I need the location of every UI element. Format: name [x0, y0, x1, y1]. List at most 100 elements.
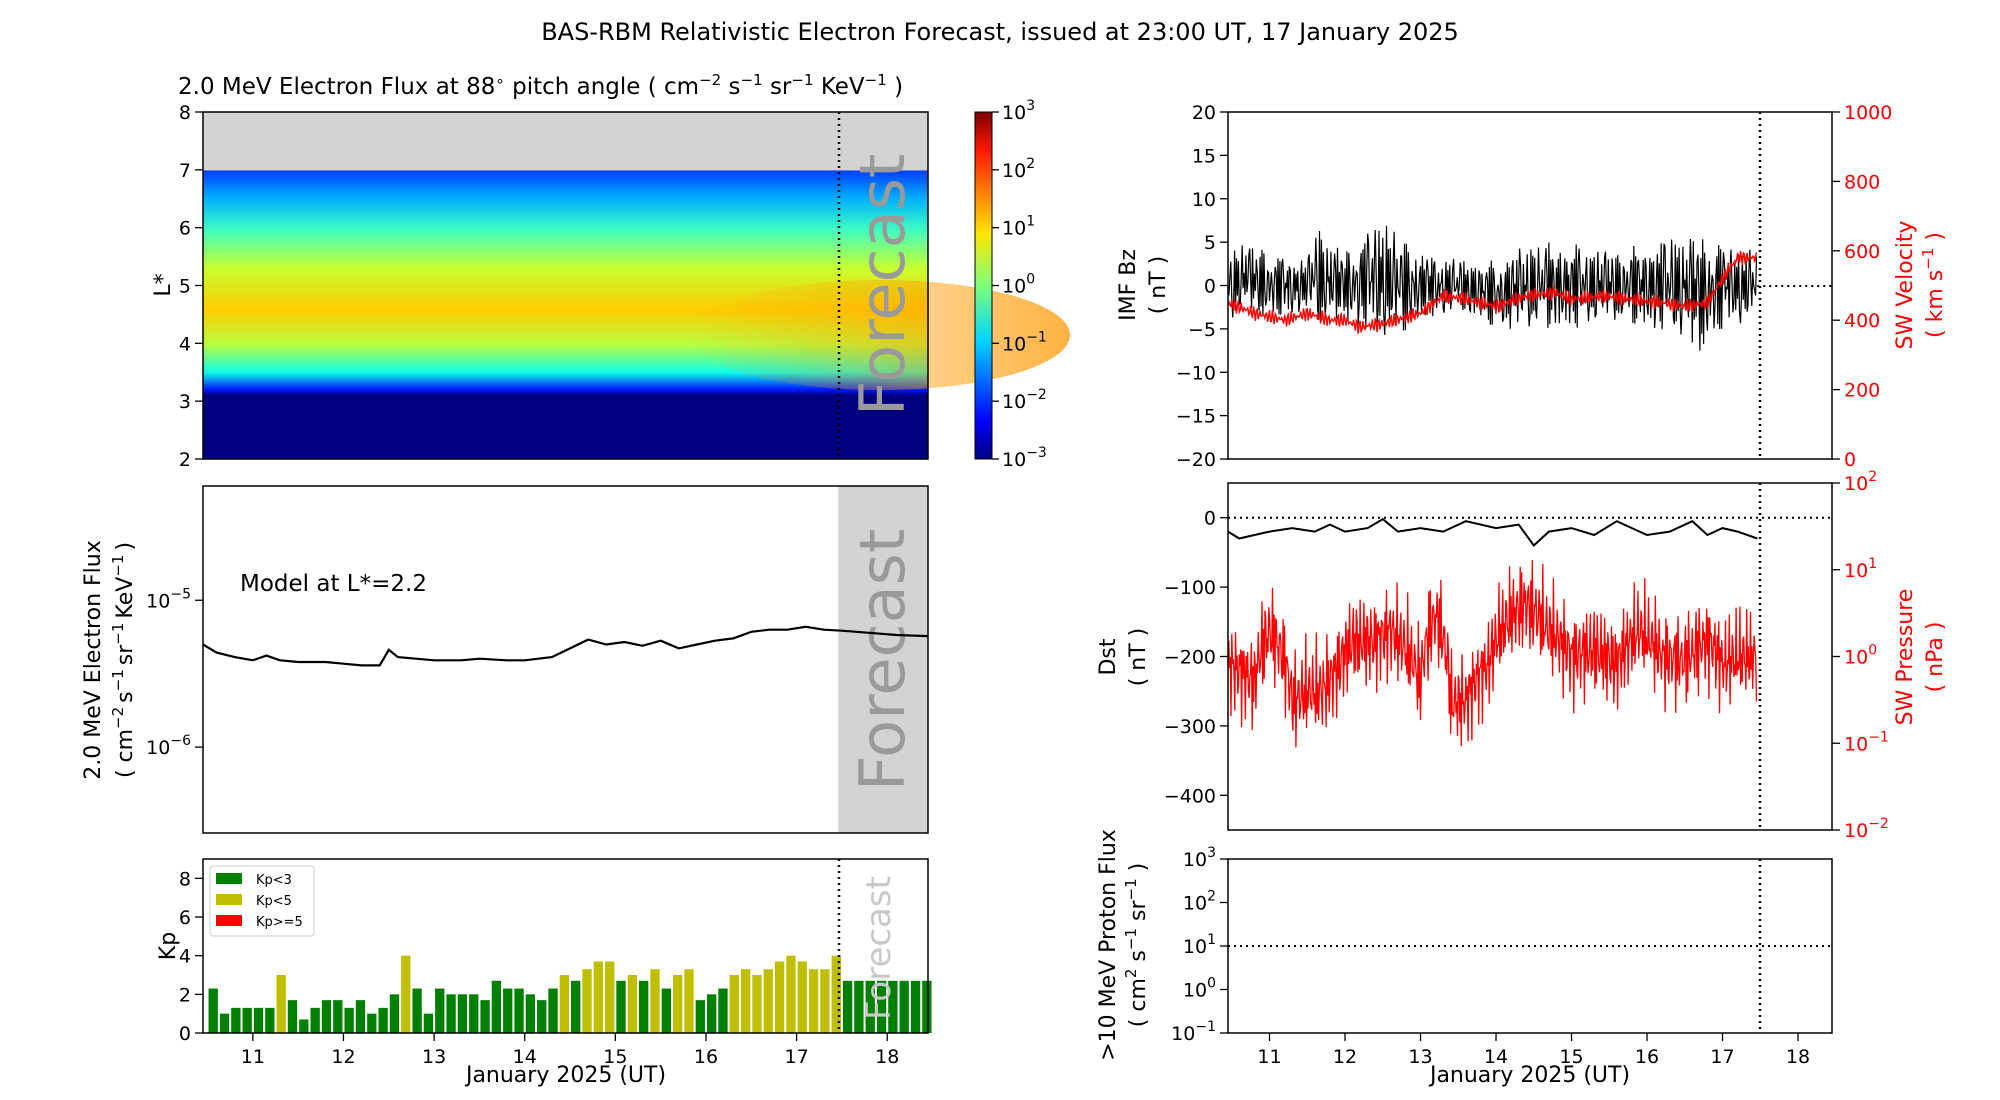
- kp-bar: [525, 994, 536, 1033]
- kp-y-tick-label: 0: [179, 1023, 191, 1045]
- kp-bar: [854, 980, 864, 1033]
- left-x-tick-label: 14: [513, 1046, 537, 1068]
- kp-legend-high: Kp>=5: [256, 915, 303, 930]
- flux-line-forecast-region: [838, 486, 928, 833]
- colorbar-tick-label: 102: [1002, 156, 1035, 182]
- kp-bar: [672, 975, 683, 1033]
- figure-title: BAS-RBM Relativistic Electron Forecast, …: [541, 18, 1459, 46]
- panel-imf-sw: IMF Bz ( nT ) SW Velocity ( km s−1 ) 20 1…: [1116, 102, 1948, 471]
- sw-velocity-ylabel: SW Velocity: [1893, 220, 1918, 349]
- kp-bar: [865, 980, 875, 1033]
- flux-line-ylabel: 2.0 MeV Electron Flux: [81, 540, 106, 780]
- left-x-tick-label: 15: [603, 1046, 627, 1068]
- dst-ylabel-units: ( nT ): [1126, 628, 1151, 687]
- right-x-tick-label: 14: [1484, 1046, 1508, 1068]
- kp-y-tick-label: 2: [179, 984, 191, 1006]
- imf-ylabel: IMF Bz: [1116, 249, 1141, 321]
- imf-y-tick-label: −5: [1188, 319, 1216, 341]
- flux-line-frame: [202, 485, 929, 834]
- left-x-tick-label: 18: [875, 1046, 899, 1068]
- kp-bar: [763, 969, 773, 1033]
- kp-bar: [457, 994, 468, 1033]
- proton-y-tick-label: 10−1: [1171, 1019, 1216, 1045]
- kp-bar: [797, 961, 807, 1033]
- sw-pressure-y-tick-label: 10−1: [1844, 729, 1889, 755]
- right-xticks: 11 12 13 14 15 16 17 18: [1257, 1033, 1810, 1068]
- kp-bar: [650, 969, 660, 1033]
- kp-bar: [389, 994, 400, 1033]
- kp-bar: [899, 980, 909, 1033]
- flux-map-title: 2.0 MeV Electron Flux at 88∘ pitch angle…: [178, 71, 903, 100]
- kp-bar: [684, 969, 694, 1033]
- kp-bar: [412, 988, 422, 1033]
- sw-velocity-series: [1227, 250, 1758, 334]
- kp-bar: [276, 975, 286, 1033]
- kp-bar: [321, 1000, 332, 1033]
- colorbar-tick-label: 10−1: [1002, 329, 1047, 355]
- dst-y-tick-label: −300: [1164, 716, 1216, 738]
- right-x-tick-label: 17: [1710, 1046, 1734, 1068]
- imf-y-tick-label: −15: [1176, 406, 1216, 428]
- kp-bar: [786, 955, 796, 1033]
- sw-velocity-yticks: 1000 800 600 400 200 0: [1832, 102, 1892, 471]
- kp-legend: Kp<3 Kp<5 Kp>=5: [209, 865, 315, 937]
- dst-ylabel: Dst: [1096, 638, 1121, 675]
- panel-flux-map: 2.0 MeV Electron Flux at 88∘ pitch angle…: [151, 71, 1070, 471]
- kp-bar: [729, 975, 739, 1033]
- kp-bar: [310, 1007, 320, 1033]
- sw-pressure-y-tick-label: 100: [1844, 643, 1877, 669]
- left-x-tick-label: 11: [241, 1046, 265, 1068]
- kp-yticks: 0 2 4 6 8: [179, 868, 203, 1045]
- flux-map-y-tick-label: 7: [179, 160, 191, 182]
- colorbar-tick-label: 10−3: [1002, 445, 1047, 471]
- kp-legend-swatch-high: [216, 915, 242, 926]
- kp-bar: [548, 988, 558, 1033]
- flux-line-forecast-label: Forecast: [846, 529, 919, 791]
- colorbar-tick-label: 103: [1002, 98, 1035, 124]
- kp-bar: [639, 980, 649, 1033]
- kp-bar: [208, 988, 218, 1033]
- kp-bar: [299, 1019, 309, 1033]
- proton-y-tick-label: 100: [1183, 976, 1216, 1002]
- kp-bar: [582, 969, 592, 1033]
- proton-yticks: 103 102 101 100 10−1: [1171, 845, 1228, 1045]
- flux-map-y-tick-label: 8: [179, 102, 191, 124]
- sw-velocity-y-tick-label: 0: [1844, 449, 1856, 471]
- kp-bar: [820, 969, 830, 1033]
- flux-line-y-tick-label: 10−6: [146, 733, 191, 759]
- colorbar-tick-label: 101: [1002, 214, 1035, 240]
- kp-ylabel: Kp: [156, 932, 181, 960]
- kp-bar: [265, 1007, 275, 1033]
- right-x-tick-label: 11: [1257, 1046, 1281, 1068]
- flux-map-y-tick-label: 4: [179, 333, 191, 355]
- left-x-tick-label: 16: [694, 1046, 718, 1068]
- sw-velocity-y-tick-label: 400: [1844, 310, 1880, 332]
- sw-pressure-ylabel-units: ( nPa ): [1923, 622, 1948, 693]
- imf-y-tick-label: 20: [1192, 102, 1216, 124]
- kp-bar: [469, 994, 479, 1033]
- imf-yticks: 20 15 10 5 0 −5 −10 −15 −20: [1176, 102, 1228, 471]
- kp-bar: [842, 980, 853, 1033]
- kp-bar: [605, 961, 615, 1033]
- kp-legend-low: Kp<3: [256, 873, 292, 888]
- dst-y-tick-label: −400: [1164, 785, 1216, 807]
- left-x-tick-label: 12: [331, 1046, 355, 1068]
- kp-bar: [253, 1007, 264, 1033]
- kp-bar: [231, 1007, 241, 1033]
- kp-bar: [480, 1000, 490, 1033]
- colorbar-tick-label: 10−2: [1002, 387, 1047, 413]
- right-x-tick-label: 13: [1408, 1046, 1432, 1068]
- kp-bar: [559, 975, 570, 1033]
- kp-bar: [593, 961, 604, 1033]
- kp-bar: [695, 1000, 705, 1033]
- proton-ylabel-units: ( cm2 s−1 sr−1 ): [1122, 863, 1151, 1027]
- kp-bar: [344, 1007, 354, 1033]
- flux-line-series: [202, 625, 929, 667]
- kp-bar: [571, 980, 581, 1033]
- sw-pressure-y-tick-label: 10−2: [1844, 816, 1889, 842]
- kp-bar: [537, 1000, 547, 1033]
- dst-y-tick-label: −200: [1164, 647, 1216, 669]
- kp-bar: [661, 988, 671, 1033]
- kp-bar: [910, 980, 921, 1033]
- proton-y-tick-label: 103: [1183, 845, 1216, 871]
